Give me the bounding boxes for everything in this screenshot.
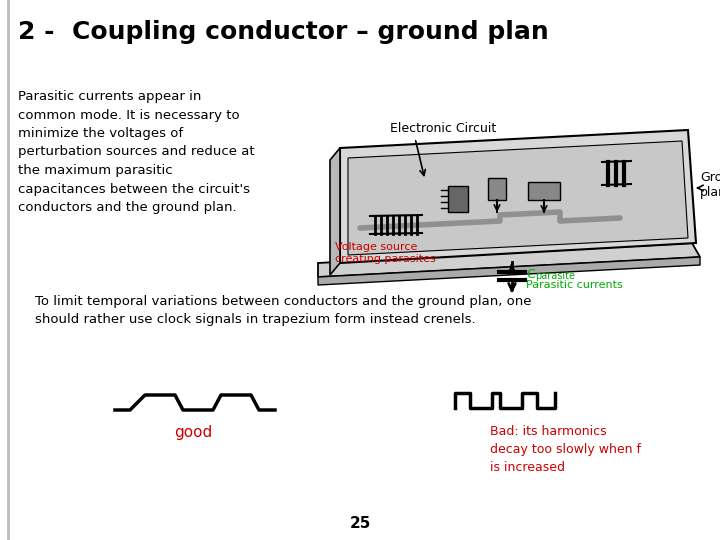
Polygon shape	[318, 243, 700, 277]
Polygon shape	[318, 257, 700, 285]
Text: 25: 25	[349, 516, 371, 531]
FancyBboxPatch shape	[488, 178, 506, 200]
Text: Electronic Circuit: Electronic Circuit	[390, 122, 496, 135]
Text: Parasitic currents: Parasitic currents	[526, 280, 623, 290]
FancyBboxPatch shape	[448, 186, 468, 212]
Text: Ground
plan: Ground plan	[700, 171, 720, 199]
FancyBboxPatch shape	[528, 182, 560, 200]
Polygon shape	[340, 130, 696, 263]
Text: To limit temporal variations between conductors and the ground plan, one
should : To limit temporal variations between con…	[35, 295, 531, 327]
Text: good: good	[174, 425, 212, 440]
Text: parasite: parasite	[535, 271, 575, 281]
Polygon shape	[330, 148, 340, 275]
Text: Parasitic currents appear in
common mode. It is necessary to
minimize the voltag: Parasitic currents appear in common mode…	[18, 90, 255, 214]
Text: 2 -  Coupling conductor – ground plan: 2 - Coupling conductor – ground plan	[18, 20, 549, 44]
Text: Bad: its harmonics
decay too slowly when f
is increased: Bad: its harmonics decay too slowly when…	[490, 425, 641, 474]
Polygon shape	[348, 141, 688, 255]
Text: Voltage source
creating parasites: Voltage source creating parasites	[335, 242, 436, 264]
Text: C: C	[526, 268, 535, 281]
